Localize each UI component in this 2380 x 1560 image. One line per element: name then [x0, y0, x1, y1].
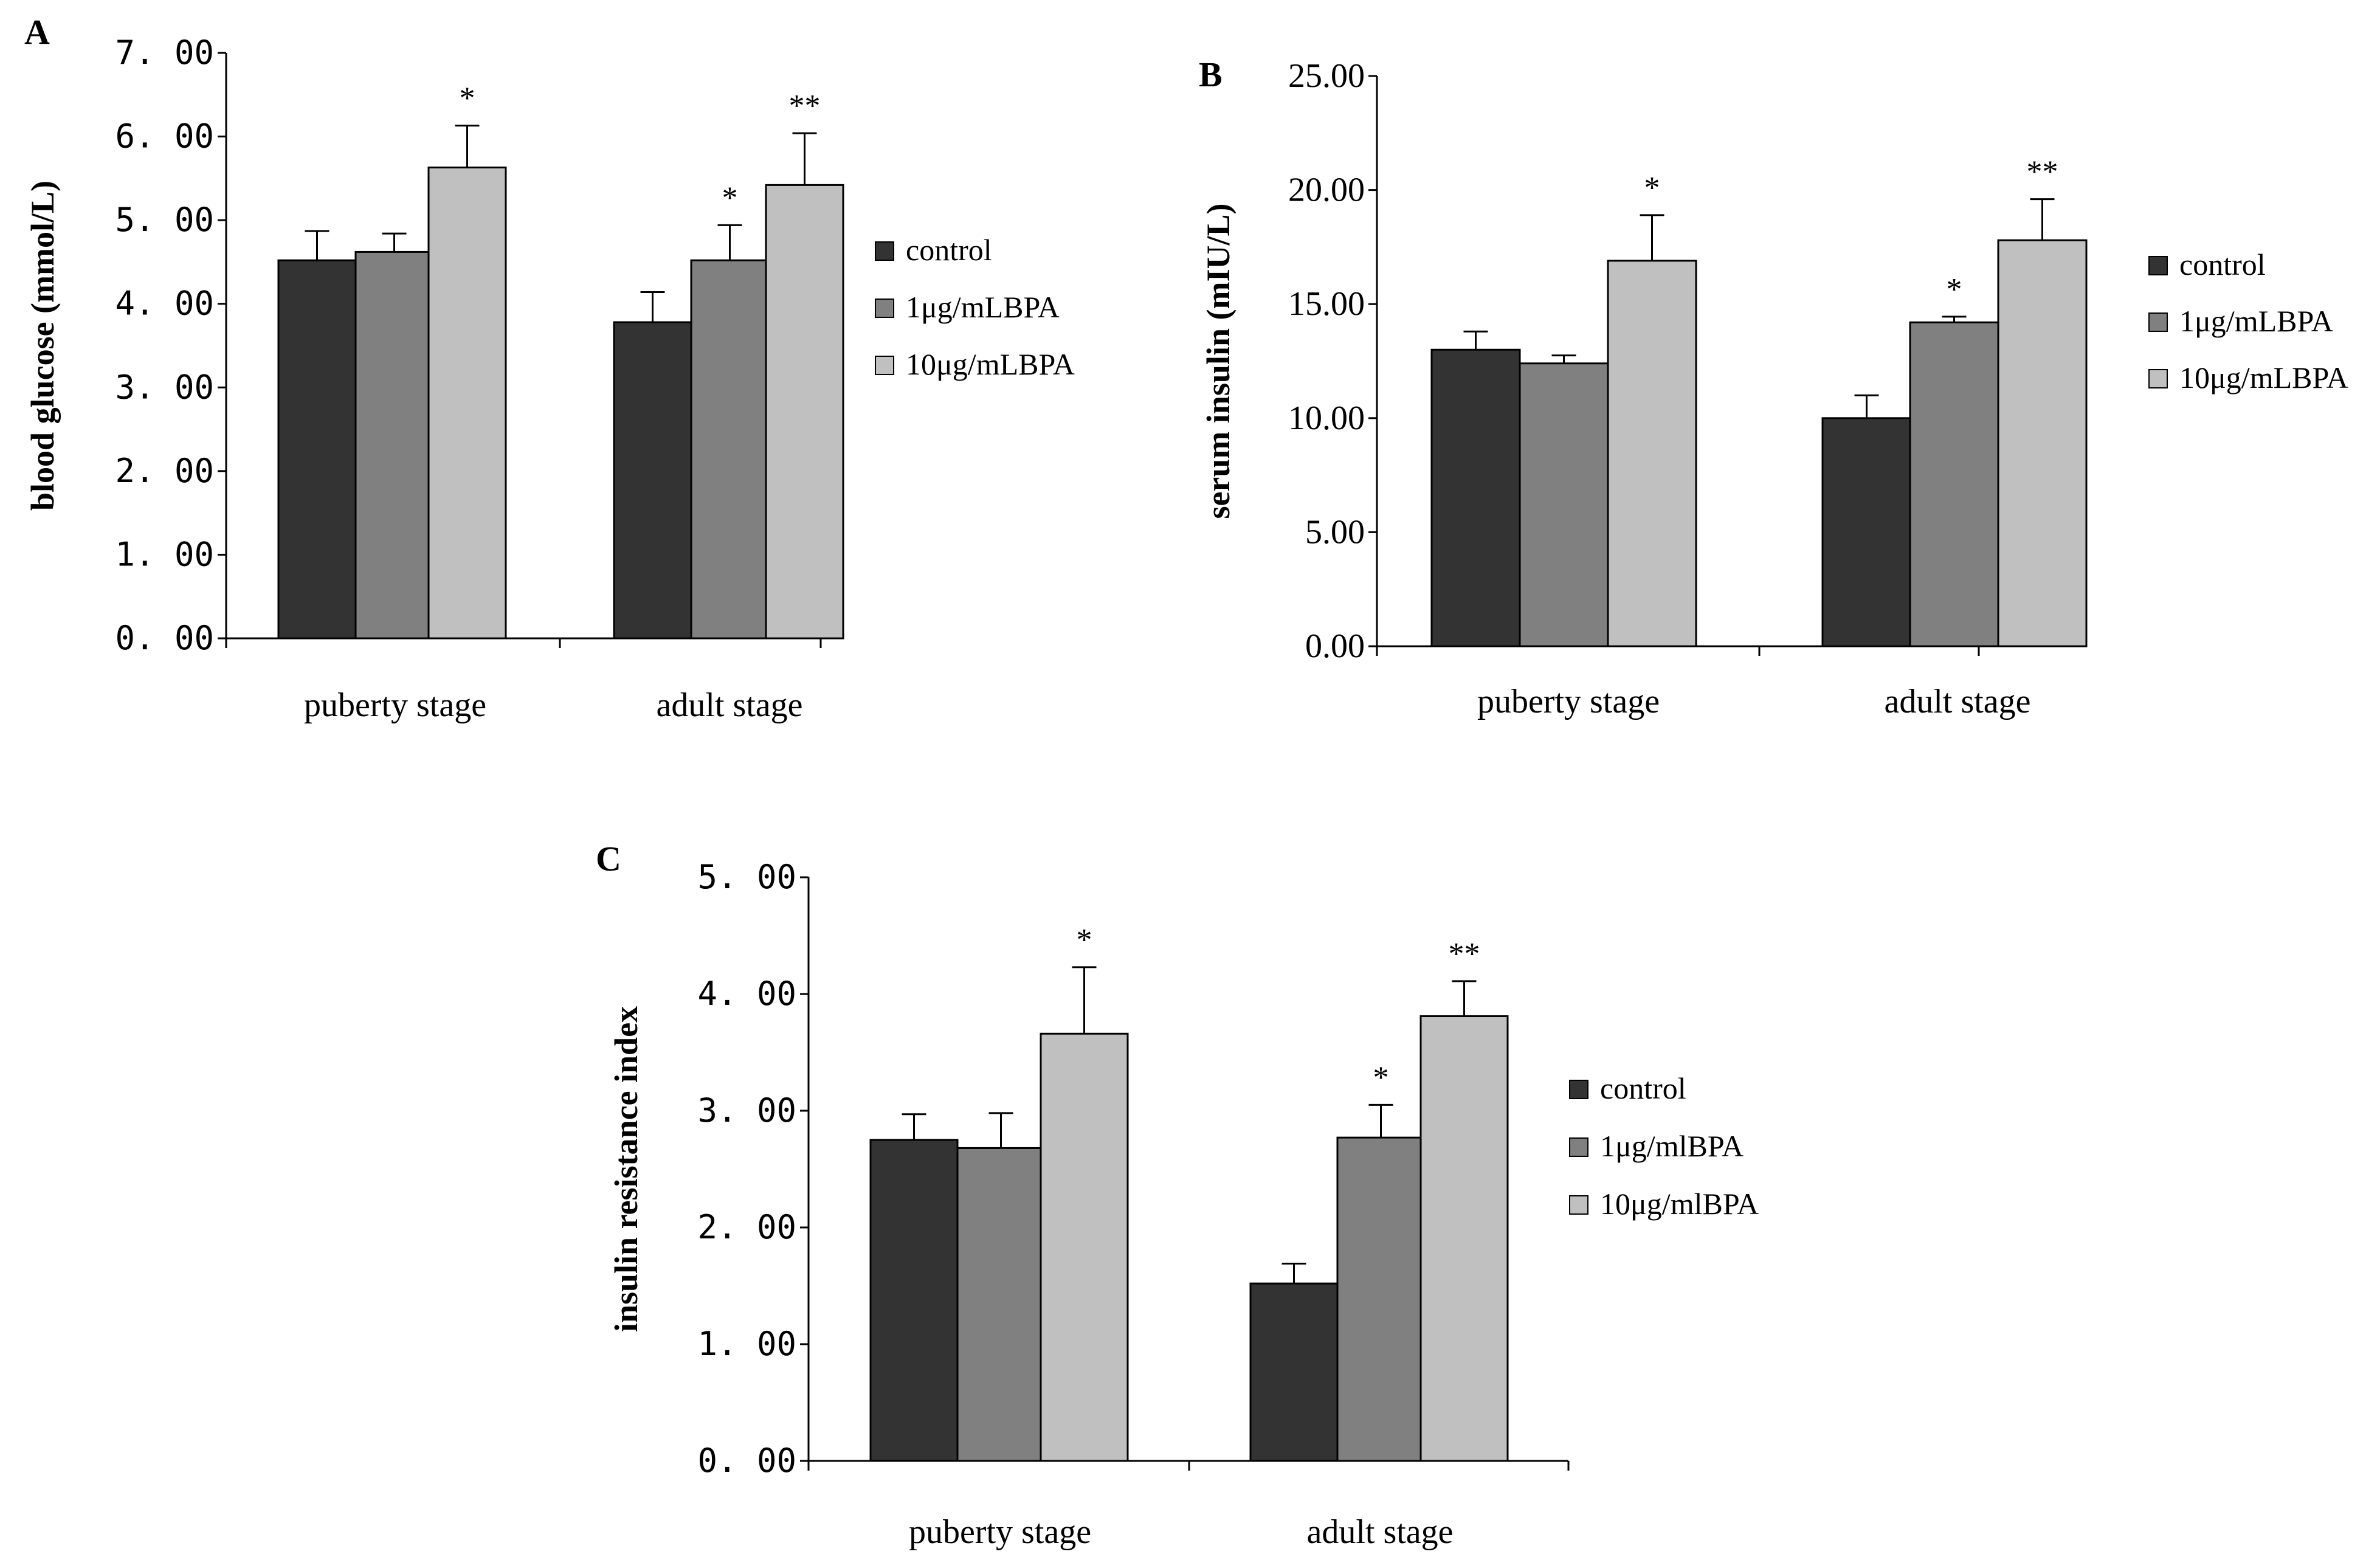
y-tick-label: 2. 00 [697, 1208, 796, 1246]
y-tick-label: 0.00 [1305, 627, 1365, 665]
y-axis-title: insulin resistance index [608, 1006, 644, 1332]
y-tick-label: 0. 00 [115, 619, 214, 657]
legend-swatch [1569, 1080, 1588, 1099]
y-tick-label: 20.00 [1288, 171, 1365, 209]
legend-label: 1μg/mLBPA [906, 290, 1060, 324]
legend-swatch [2148, 312, 2168, 332]
x-category-label: puberty stage [304, 686, 486, 724]
bar [765, 184, 844, 640]
y-tick-label: 3. 00 [697, 1091, 796, 1130]
panel-letter: B [1199, 55, 1223, 94]
legend-label: 10μg/mlBPA [1600, 1187, 1759, 1221]
y-axis-title: blood glucose (mmol/L) [24, 181, 61, 511]
bar [1430, 348, 1521, 647]
bar [1909, 321, 1999, 647]
bar [690, 259, 770, 640]
y-tick-label: 10.00 [1288, 399, 1365, 437]
significance-mark: * [1644, 171, 1660, 205]
y-tick-label: 3. 00 [115, 368, 214, 406]
significance-mark: * [1373, 1060, 1389, 1095]
y-tick-label: 7. 00 [115, 33, 214, 72]
legend-label: 1μg/mlBPA [1600, 1129, 1744, 1163]
bar [354, 250, 434, 640]
legend-label: control [1600, 1071, 1686, 1105]
legend-swatch [875, 241, 894, 261]
significance-mark: ** [2027, 155, 2058, 190]
legend-label: control [906, 233, 992, 267]
legend-swatch [875, 299, 894, 318]
legend: control 1μg/mLBPA 10μg/mLBPA [2148, 247, 2348, 395]
bar [1607, 260, 1697, 647]
bar [613, 321, 692, 640]
legend-swatch [2148, 369, 2168, 388]
legend-label: 1μg/mLBPA [2179, 304, 2333, 338]
significance-mark: * [460, 81, 475, 116]
panel-letter: A [24, 12, 50, 52]
chart-panel-a: A 0. 00 1. 00 2. 00 3. 00 4. 00 5. 00 6. 00 7. 0… [24, 12, 1075, 724]
bar [1821, 417, 1912, 647]
y-tick-label: 6. 00 [115, 117, 214, 156]
legend: control 1μg/mLBPA 10μg/mLBPA [875, 233, 1075, 381]
significance-mark: * [722, 181, 738, 215]
chart-panel-b: B 0.00 5.00 10.00 15.00 20.00 25.00 serum insul… [1199, 55, 2348, 720]
bar [1040, 1032, 1129, 1462]
y-tick-label: 1. 00 [115, 535, 214, 573]
bar [1336, 1136, 1426, 1462]
bar [956, 1147, 1046, 1462]
legend-swatch [2148, 256, 2168, 275]
x-category-label: adult stage [1884, 683, 2030, 720]
y-axis-title: serum insulin (mIU/L) [1200, 203, 1237, 519]
y-tick-label: 5.00 [1305, 513, 1365, 551]
bar [1249, 1282, 1339, 1462]
y-tick-label: 15.00 [1288, 285, 1365, 323]
significance-mark: * [1077, 923, 1092, 958]
bar [1519, 362, 1609, 647]
significance-mark: * [1947, 272, 1962, 307]
bar [427, 166, 507, 640]
x-category-label: adult stage [656, 686, 802, 724]
y-tick-label: 25.00 [1288, 57, 1365, 95]
y-tick-label: 4. 00 [697, 975, 796, 1013]
significance-mark: ** [789, 89, 821, 123]
bar [1997, 239, 2088, 647]
chart-panel-c: C 0. 00 1. 00 2. 00 3. 00 4. 00 5. 00 insulin r… [596, 839, 1759, 1551]
y-tick-label: 5. 00 [115, 201, 214, 239]
bar [277, 259, 357, 640]
legend-swatch [875, 356, 894, 375]
y-tick-label: 5. 00 [697, 858, 796, 896]
y-tick-label: 0. 00 [697, 1441, 796, 1480]
bar [869, 1139, 959, 1462]
legend-label: 10μg/mLBPA [906, 347, 1075, 381]
panel-letter: C [596, 839, 621, 878]
y-tick-label: 2. 00 [115, 452, 214, 490]
bar [1419, 1015, 1509, 1462]
y-tick-label: 4. 00 [115, 285, 214, 323]
legend-swatch [1569, 1137, 1588, 1157]
x-category-label: adult stage [1306, 1513, 1453, 1551]
significance-mark: ** [1449, 937, 1480, 972]
legend-label: control [2179, 247, 2266, 281]
y-tick-label: 1. 00 [697, 1325, 796, 1363]
legend-swatch [1569, 1195, 1588, 1215]
x-category-label: puberty stage [909, 1513, 1091, 1551]
legend: control 1μg/mlBPA 10μg/mlBPA [1569, 1071, 1759, 1221]
x-category-label: puberty stage [1477, 683, 1660, 720]
legend-label: 10μg/mLBPA [2179, 361, 2348, 395]
